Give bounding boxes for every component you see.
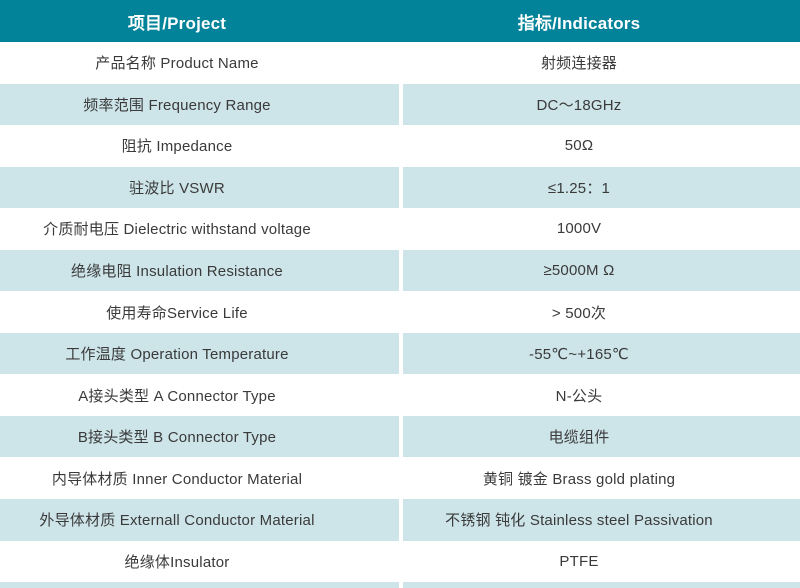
table-row: 产品名称 Product Name 射频连接器 — [0, 42, 800, 84]
indicator-cell: 不锈钢 钝化 Stainless steel Passivation — [403, 499, 800, 541]
column-divider — [399, 249, 403, 292]
table-row: 外导体材质 Externall Conductor Material 不锈钢 钝… — [0, 499, 800, 541]
table-row: 内导体材质 Inner Conductor Material 黄铜 镀金 Bra… — [0, 457, 800, 500]
project-cell: 介质耐电压 Dielectric withstand voltage — [43, 221, 311, 239]
table-row: 绝缘体Insulator PTFE — [0, 540, 800, 583]
project-cell: 驻波比 VSWR — [0, 166, 399, 209]
indicator-cell: ≤1.25：1 — [403, 166, 800, 209]
project-cell: 绝缘体Insulator — [124, 553, 230, 571]
column-divider — [399, 166, 403, 209]
header-column-divider — [399, 0, 403, 42]
table-row: A接头类型 A Connector Type N-公头 — [0, 374, 800, 416]
indicator-cell: 1000V — [556, 220, 602, 238]
partial-project-cell — [0, 582, 399, 588]
table-row: 驻波比 VSWR ≤1.25：1 — [0, 166, 800, 209]
project-cell: 外导体材质 Externall Conductor Material — [0, 499, 399, 541]
indicator-cell: 黄铜 镀金 Brass gold plating — [482, 470, 676, 488]
table-row: B接头类型 B Connector Type 电缆组件 — [0, 415, 800, 458]
indicator-cell: 50Ω — [564, 137, 594, 155]
indicator-cell: -55℃~+165℃ — [403, 332, 800, 375]
indicator-cell: 电缆组件 — [403, 415, 800, 458]
partial-indicator-cell — [403, 582, 800, 588]
partial-next-row — [0, 582, 800, 588]
header-project-cell: 项目/Project — [0, 0, 399, 42]
table-row: 工作温度 Operation Temperature -55℃~+165℃ — [0, 332, 800, 375]
project-cell: 频率范围 Frequency Range — [0, 83, 399, 126]
project-cell: 使用寿命Service Life — [106, 304, 248, 322]
table-header: 项目/Project 指标/Indicators — [0, 0, 800, 42]
indicator-cell: DC～18GHz — [403, 83, 800, 126]
indicator-cell: N-公头 — [555, 387, 603, 405]
project-cell: 内导体材质 Inner Conductor Material — [51, 470, 303, 488]
indicator-cell: 射频连接器 — [540, 55, 617, 73]
column-divider — [399, 415, 403, 458]
column-divider — [399, 332, 403, 375]
table-row: 频率范围 Frequency Range DC～18GHz — [0, 83, 800, 126]
table-body: 产品名称 Product Name 射频连接器 频率范围 Frequency R… — [0, 42, 800, 583]
table-row: 绝缘电阻 Insulation Resistance ≥5000M Ω — [0, 249, 800, 292]
project-cell: 产品名称 Product Name — [95, 55, 259, 73]
project-cell: B接头类型 B Connector Type — [0, 415, 399, 458]
project-cell: 绝缘电阻 Insulation Resistance — [0, 249, 399, 292]
table-row: 介质耐电压 Dielectric withstand voltage 1000V — [0, 208, 800, 250]
project-cell: 工作温度 Operation Temperature — [0, 332, 399, 375]
project-cell: A接头类型 A Connector Type — [78, 387, 276, 405]
column-divider — [399, 499, 403, 541]
indicator-cell: ≥5000M Ω — [403, 249, 800, 292]
indicator-cell: PTFE — [559, 552, 599, 570]
column-divider — [399, 83, 403, 126]
header-indicators-cell: 指标/Indicators — [403, 0, 800, 42]
project-cell: 阻抗 Impedance — [121, 138, 233, 156]
table-row: 阻抗 Impedance 50Ω — [0, 125, 800, 167]
partial-column-divider — [399, 582, 403, 588]
indicator-cell: > 500次 — [551, 304, 607, 322]
table-row: 使用寿命Service Life > 500次 — [0, 291, 800, 333]
